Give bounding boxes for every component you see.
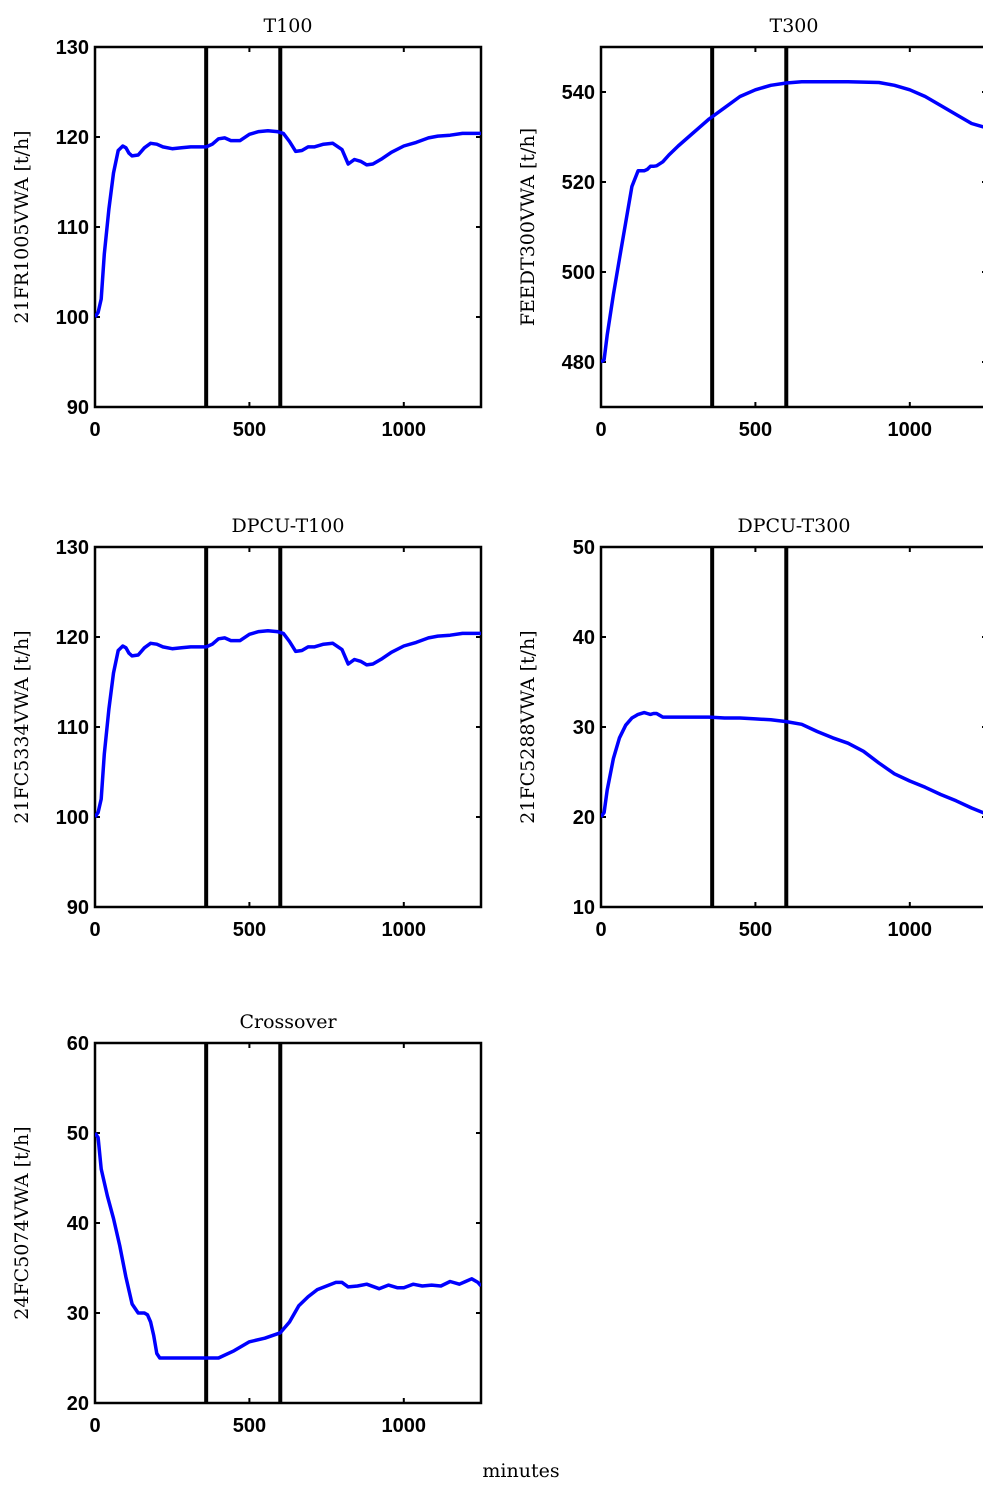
series-line <box>601 710 983 818</box>
y-tick-label: 130 <box>56 37 89 59</box>
series-line <box>95 128 481 318</box>
series-line <box>95 628 481 818</box>
y-tick-label: 520 <box>562 172 595 194</box>
y-axis-label: 24FC5074VWA [t/h] <box>11 1126 33 1319</box>
y-tick-label: 30 <box>67 1303 89 1325</box>
x-tick-label: 500 <box>233 419 266 441</box>
series-line <box>601 79 983 364</box>
axes-frame <box>599 545 983 909</box>
axes-frame <box>93 1041 483 1405</box>
y-tick-label: 500 <box>562 262 595 284</box>
y-tick-label: 120 <box>56 627 89 649</box>
y-tick-label: 60 <box>67 1033 89 1055</box>
chart-title: T100 <box>264 15 313 37</box>
y-tick-label: 540 <box>562 82 595 104</box>
y-axis-label: 21FC5288VWA [t/h] <box>517 630 539 823</box>
y-axis-label: 21FC5334VWA [t/h] <box>11 630 33 823</box>
chart-title: T300 <box>770 15 819 37</box>
subplot-dpcu-t300: 0 500 1000 10 20 30 40 50 DPCU-T300 21FC5288VWA [… <box>517 515 983 941</box>
y-tick-label: 10 <box>573 897 595 919</box>
y-tick-label: 20 <box>67 1393 89 1415</box>
y-tick-label: 90 <box>67 397 89 419</box>
y-tick-label: 120 <box>56 127 89 149</box>
x-tick-label: 0 <box>595 919 606 941</box>
y-tick-label: 20 <box>573 807 595 829</box>
subplot-t300: 0 500 1000 480 500 520 540 T300 FEEDT300VWA [t/h… <box>517 15 983 441</box>
y-tick-label: 50 <box>67 1123 89 1145</box>
y-tick-label: 40 <box>67 1213 89 1235</box>
x-tick-label: 500 <box>233 1415 266 1437</box>
subplot-crossover: 0 500 1000 20 30 40 50 60 Crossover 24FC5074VWA [… <box>11 1011 483 1437</box>
axes-frame <box>599 45 983 409</box>
y-axis-label: 21FR1005VWA [t/h] <box>11 130 33 323</box>
y-tick-label: 90 <box>67 897 89 919</box>
subplot-dpcu-t100: 0 500 1000 90 100 110 120 130 DPCU-T100 21FC5334V… <box>11 515 483 941</box>
chart-title: DPCU-T300 <box>738 515 851 537</box>
series-line <box>95 1132 481 1360</box>
figure-xlabel: minutes <box>482 1460 559 1482</box>
axes-frame <box>93 545 483 909</box>
y-tick-label: 480 <box>562 352 595 374</box>
x-tick-label: 500 <box>233 919 266 941</box>
chart-title: Crossover <box>239 1011 337 1033</box>
y-tick-label: 110 <box>57 217 89 239</box>
y-tick-label: 100 <box>56 307 89 329</box>
x-tick-label: 0 <box>89 419 100 441</box>
x-tick-label: 0 <box>595 419 606 441</box>
x-tick-label: 0 <box>89 1415 100 1437</box>
y-tick-label: 110 <box>57 717 89 739</box>
x-tick-label: 1000 <box>888 919 933 941</box>
y-tick-label: 50 <box>573 537 595 559</box>
x-tick-label: 500 <box>739 919 772 941</box>
x-tick-label: 500 <box>739 419 772 441</box>
subplot-t100: 0 500 1000 90 100 110 120 130 T100 21FR1005VWA [t… <box>11 15 483 441</box>
chart-title: DPCU-T100 <box>232 515 345 537</box>
x-tick-label: 1000 <box>382 919 427 941</box>
x-tick-label: 0 <box>89 919 100 941</box>
y-tick-label: 30 <box>573 717 595 739</box>
x-tick-label: 1000 <box>888 419 933 441</box>
y-tick-label: 100 <box>56 807 89 829</box>
x-tick-label: 1000 <box>382 1415 427 1437</box>
x-tick-label: 1000 <box>382 419 427 441</box>
y-tick-label: 130 <box>56 537 89 559</box>
axes-frame <box>93 45 483 409</box>
y-axis-label: FEEDT300VWA [t/h] <box>517 128 539 326</box>
y-tick-label: 40 <box>573 627 595 649</box>
